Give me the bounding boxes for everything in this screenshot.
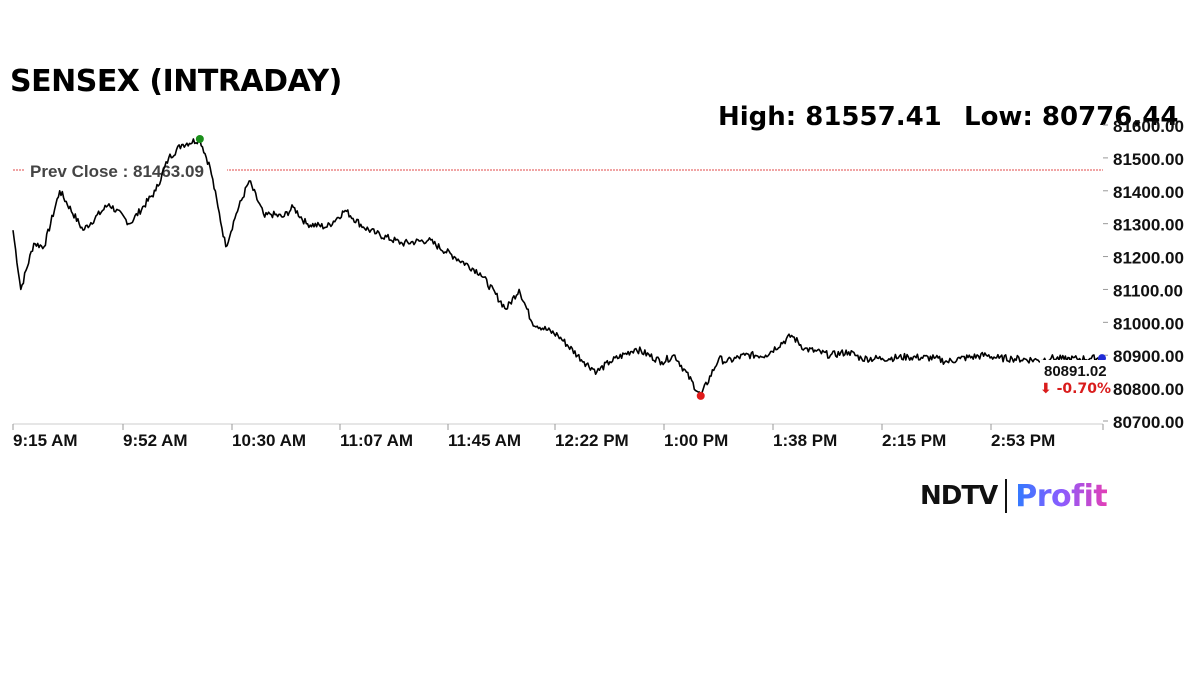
x-tick-label: 1:00 PM	[664, 431, 728, 450]
y-tick-label: 81200.00	[1113, 249, 1184, 268]
ndtv-profit-logo: NDTV Profit	[920, 476, 1108, 516]
prev-close-label-bg	[24, 159, 227, 182]
x-tick-label: 9:52 AM	[123, 431, 188, 450]
x-tick-label: 2:15 PM	[882, 431, 946, 450]
last-label-bg	[1040, 360, 1110, 396]
low-marker	[696, 391, 705, 400]
y-tick-label: 80700.00	[1113, 413, 1184, 432]
high-value: High: 81557.41	[718, 102, 942, 132]
x-tick-label: 9:15 AM	[13, 431, 78, 450]
y-tick-label: 81300.00	[1113, 216, 1184, 235]
low-value: Low: 80776.44	[964, 102, 1179, 132]
y-tick-label: 81000.00	[1113, 314, 1184, 333]
profit-logo-text: Profit	[1015, 478, 1108, 514]
x-tick-label: 11:45 AM	[448, 431, 521, 450]
y-tick-label: 81100.00	[1113, 281, 1183, 300]
y-tick-label: 81600.00	[1113, 117, 1184, 136]
chart-title: SENSEX (INTRADAY)	[10, 64, 342, 99]
last-value-label: 80891.02	[1044, 363, 1107, 380]
x-tick-label: 1:38 PM	[773, 431, 837, 450]
ndtv-logo-text: NDTV	[920, 481, 998, 511]
x-tick-label: 12:22 PM	[555, 431, 629, 450]
y-tick-label: 80900.00	[1113, 347, 1184, 366]
last-change-label: ⬇ -0.70%	[1040, 381, 1111, 397]
y-tick-label: 81400.00	[1113, 183, 1184, 202]
y-tick-label: 81500.00	[1113, 150, 1184, 169]
high-marker	[195, 135, 204, 144]
y-axis: 81600.00 81500.00 81400.00 81300.00 81200.00…	[1103, 117, 1184, 432]
prev-close-label: Prev Close : 81463.09	[30, 162, 204, 181]
x-tick-label: 10:30 AM	[232, 431, 306, 450]
x-axis: 9:15 AM 9:52 AM 10:30 AM 11:07 AM 11:45 AM 12…	[12, 423, 1104, 450]
logo-divider	[1005, 479, 1008, 513]
series-line	[12, 137, 1104, 397]
y-tick-label: 80800.00	[1113, 380, 1184, 399]
x-tick-label: 2:53 PM	[991, 431, 1055, 450]
x-tick-label: 11:07 AM	[340, 431, 413, 450]
